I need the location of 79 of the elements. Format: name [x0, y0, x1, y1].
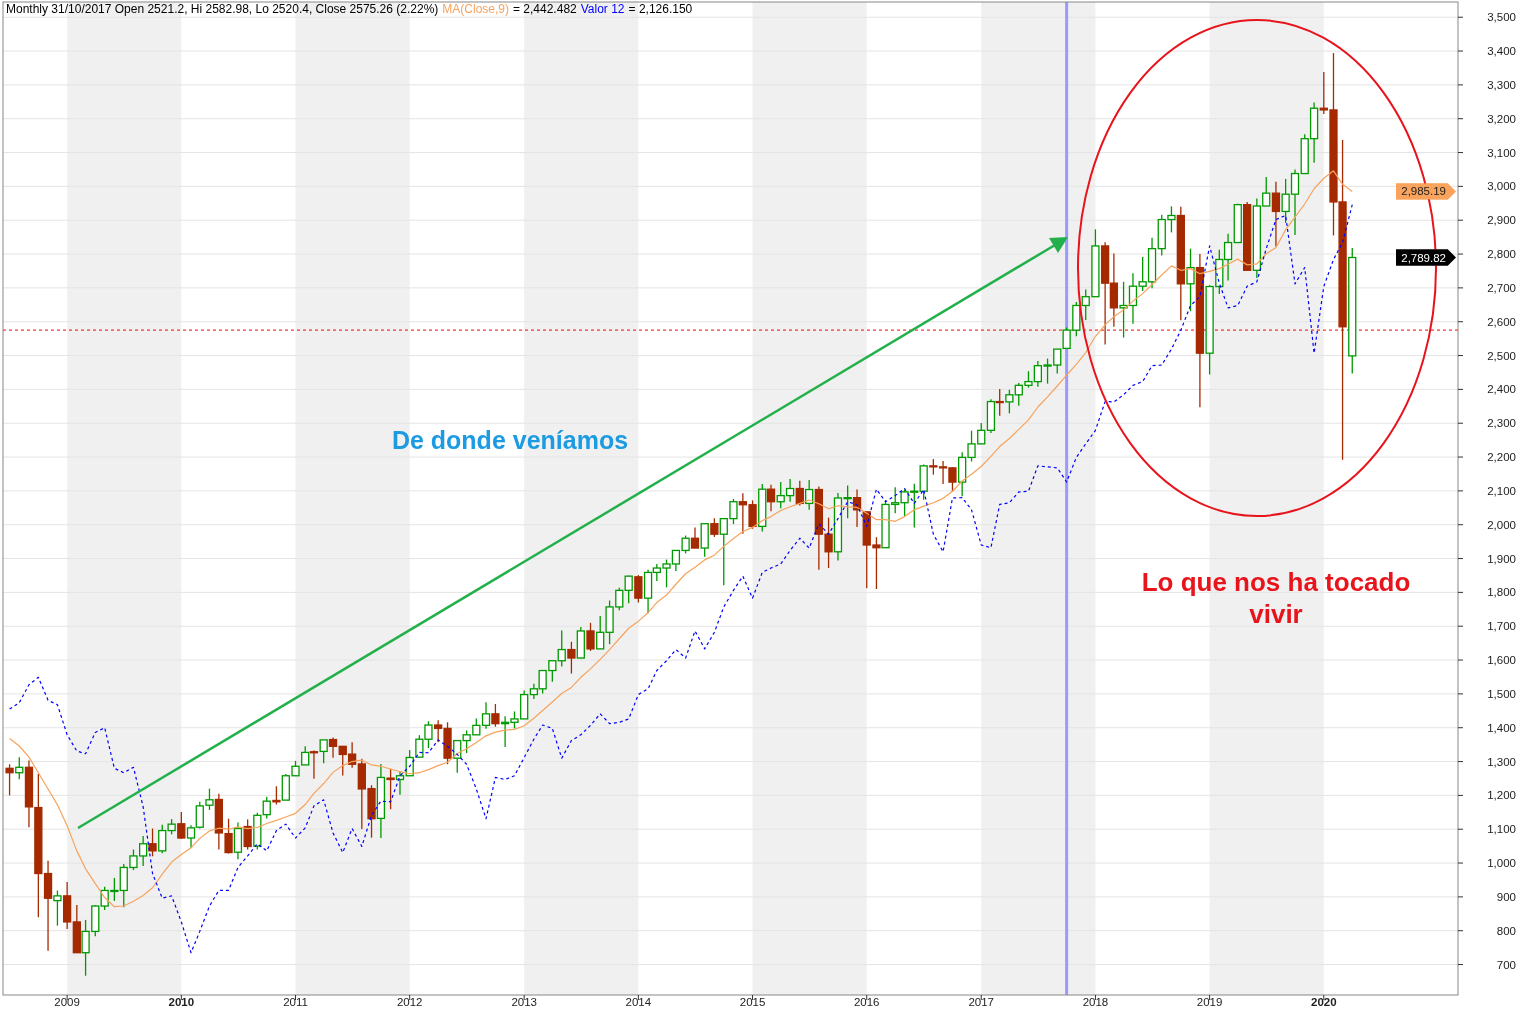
y-tick-label: 3,300: [1487, 78, 1516, 91]
x-tick-label: 2014: [625, 996, 652, 1008]
y-tick-label: 3,000: [1487, 180, 1516, 193]
y-tick-label: 2,100: [1487, 484, 1516, 497]
candlestick: [328, 736, 338, 759]
candlestick: [843, 484, 852, 519]
y-tick-label: 900: [1496, 890, 1516, 903]
chart-title: Monthly 31/10/2017 Open 2521.2, Hi 2582.98, Lo 2520.4, Close 2575.26 (2.22%): [6, 2, 439, 16]
x-tick-label: 2018: [1082, 996, 1109, 1008]
y-tick-label: 2,900: [1487, 214, 1516, 227]
candlestick: [272, 785, 281, 806]
candlestick: [301, 745, 310, 766]
y-tick-label: 1,200: [1487, 789, 1516, 802]
x-tick-label: 2016: [853, 996, 880, 1008]
candlestick: [557, 629, 566, 668]
candlestick: [386, 768, 395, 810]
y-tick-label: 2,800: [1487, 248, 1516, 261]
candlestick: [624, 575, 633, 604]
text: Valor 12: [580, 2, 625, 16]
x-tick-label: 2009: [54, 996, 80, 1008]
annotation: De donde veníamos: [391, 426, 629, 454]
text: MA(Close,9): [442, 2, 509, 16]
y-tick-label: 1,000: [1487, 857, 1516, 870]
y-tick-label: 3,400: [1487, 45, 1516, 58]
x-tick-label: 2012: [396, 996, 423, 1008]
candlestick: [5, 763, 14, 797]
candlestick: [177, 811, 186, 840]
candlestick: [766, 484, 776, 512]
candlestick: [1186, 247, 1195, 312]
y-tick-label: 3,100: [1487, 146, 1516, 159]
candlestick: [795, 480, 804, 507]
x-tick-label: 2019: [1196, 996, 1223, 1008]
candlestick: [262, 796, 271, 820]
y-tick-label: 2,600: [1487, 315, 1516, 328]
y-tick-label: 3,500: [1487, 11, 1516, 24]
candlestick: [148, 827, 157, 857]
y-tick-label: 2,000: [1487, 518, 1516, 531]
y-tick-label: 1,900: [1487, 552, 1516, 565]
x-tick-label: 2017: [968, 996, 995, 1008]
candlestick: [634, 574, 643, 604]
candlestick: [1119, 281, 1128, 339]
y-tick-label: 1,100: [1487, 823, 1516, 836]
candlestick: [690, 526, 700, 549]
y-tick-label: 2,500: [1487, 349, 1516, 362]
candlestick: [710, 517, 719, 538]
annotation: Lo que nos ha tocado vivir: [1141, 567, 1411, 629]
x-tick-label: 2015: [739, 996, 766, 1008]
y-tick-label: 3,200: [1487, 112, 1516, 125]
candlestick: [586, 622, 595, 652]
candlestick: [491, 703, 500, 728]
y-tick-label: 1,700: [1487, 620, 1516, 633]
annotation: 2,789.82: [1401, 251, 1446, 264]
candlestick: [53, 889, 62, 927]
candlestick: [243, 818, 252, 851]
candlestick: [481, 701, 491, 730]
y-tick-label: 1,800: [1487, 586, 1516, 599]
y-tick-label: 2,700: [1487, 281, 1516, 294]
y-tick-label: 800: [1496, 924, 1516, 937]
y-tick-label: 2,400: [1487, 383, 1516, 396]
candlestick: [319, 739, 328, 764]
y-tick-label: 700: [1496, 958, 1516, 971]
annotation: = 2,442.482: [513, 2, 578, 16]
candlestick: [995, 388, 1004, 417]
y-tick-label: 1,500: [1487, 687, 1516, 700]
annotation: = 2,126.150: [628, 2, 693, 16]
x-tick-label: 2013: [511, 996, 537, 1008]
y-tick-label: 1,300: [1487, 755, 1516, 768]
candlestick: [1271, 181, 1281, 248]
annotation: 2,985.19: [1401, 185, 1446, 198]
candlestick: [395, 771, 405, 796]
x-tick-label: 2010: [168, 996, 195, 1008]
y-tick-label: 2,200: [1487, 451, 1516, 464]
y-tick-label: 2,300: [1487, 417, 1516, 430]
y-tick-label: 1,600: [1487, 654, 1516, 667]
x-tick-label: 2011: [283, 996, 308, 1008]
candlestick: [567, 641, 576, 675]
y-tick-label: 1,400: [1487, 721, 1516, 734]
x-tick-label: 2020: [1311, 996, 1337, 1008]
candlestick: [233, 821, 243, 860]
